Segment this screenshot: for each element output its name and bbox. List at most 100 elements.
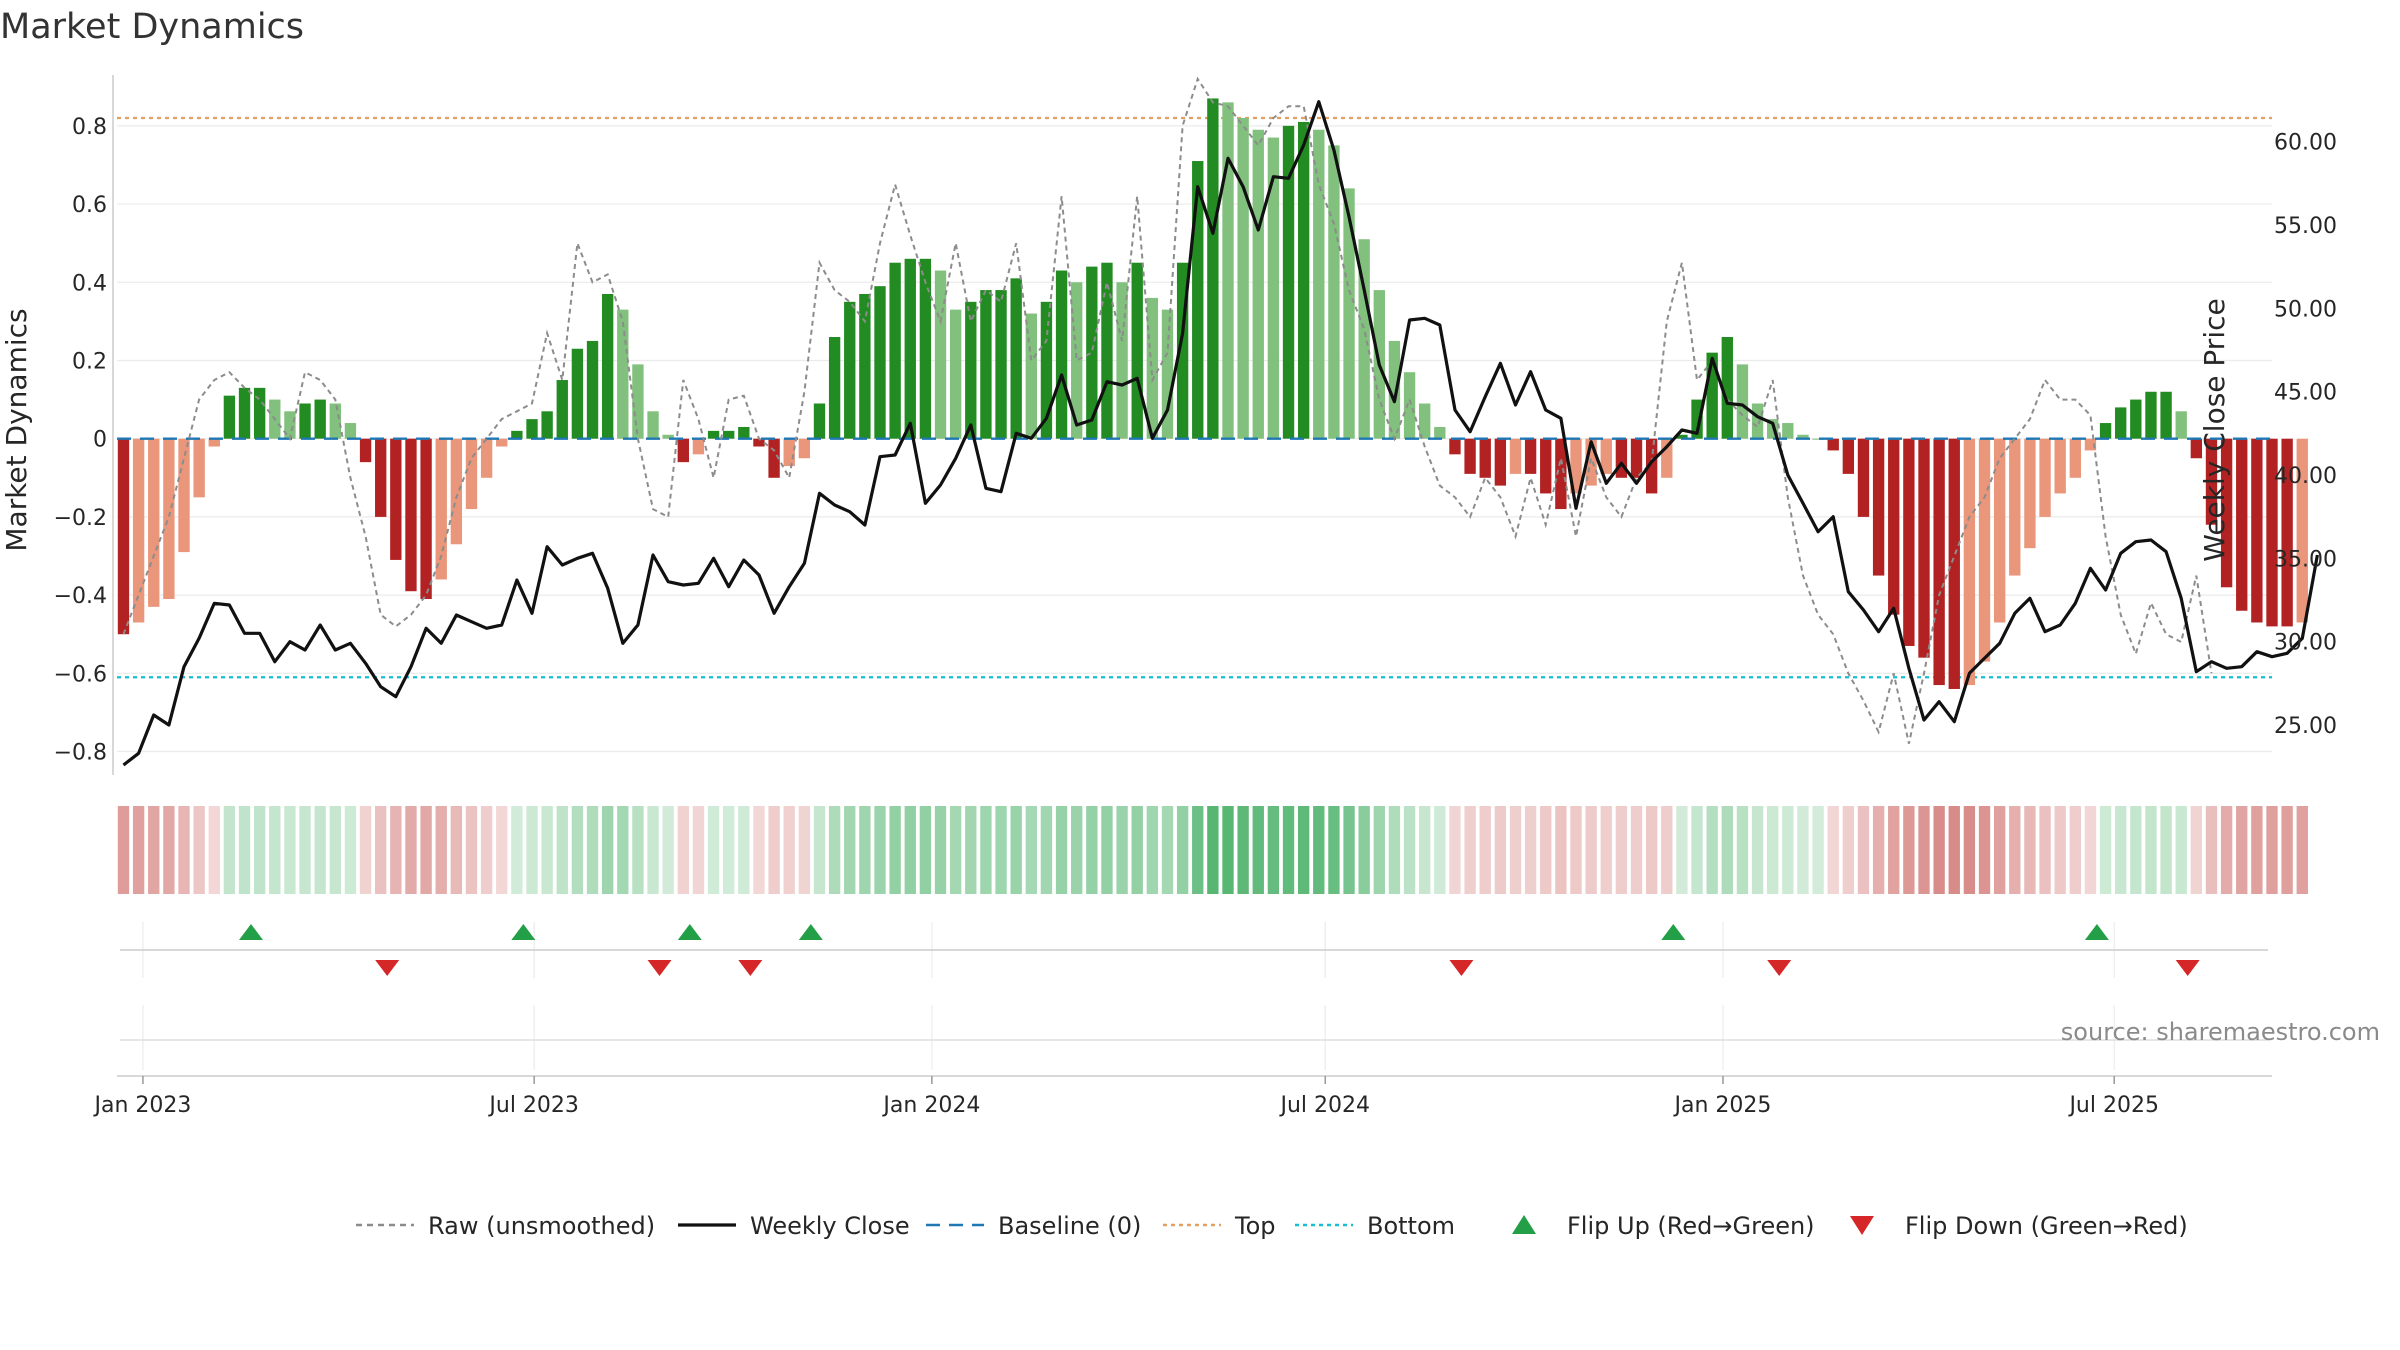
heat-cell [1131, 806, 1143, 894]
dynamics-bar [1918, 438, 1930, 658]
dynamics-bar [314, 399, 326, 439]
dynamics-bar [2115, 407, 2127, 439]
heat-cell [813, 806, 826, 894]
heat-cell [344, 806, 357, 894]
heat-cell [677, 806, 689, 894]
flip-down-marker [375, 960, 400, 976]
weekly-close-line [122, 100, 2319, 767]
dynamics-bar [390, 438, 402, 560]
right-axis: 60.00 55.00 50.00 45.00 40.00 35.00 30.00 25.00 [2274, 131, 2337, 739]
heat-cell [1267, 806, 1280, 894]
heat-cell [1963, 806, 1976, 894]
heat-cell [1767, 806, 1779, 894]
heat-cell [223, 806, 236, 894]
legend-item: Flip Down (Green→Red) [1850, 1212, 2188, 1240]
x-tick-label: Jan 2024 [881, 1093, 980, 1118]
dynamics-bar [768, 438, 780, 478]
flip-down-marker [1767, 960, 1792, 976]
heat-cell [405, 806, 417, 894]
dynamics-bar [2099, 423, 2112, 439]
heat-cell [496, 806, 508, 894]
main-panel: 0.8 0.6 0.4 0.2 0 −0.2 −0.4 −0.6 −0.8 60.00 55.00… [54, 75, 2337, 775]
y-tick-label-right: 55.00 [2274, 214, 2337, 239]
heat-cell [1403, 806, 1416, 894]
dynamics-bar [435, 438, 447, 580]
dynamics-bar [284, 411, 296, 439]
heat-cell [1782, 806, 1794, 894]
dynamics-bar [1449, 438, 1461, 455]
dynamics-bar [2220, 438, 2233, 588]
heat-cell [1661, 806, 1673, 894]
dynamics-bar [662, 434, 674, 439]
heat-cell [859, 806, 871, 894]
heat-cell [1630, 806, 1643, 894]
heat-cell [1872, 806, 1885, 894]
dynamics-bar [2266, 438, 2278, 627]
heat-cell [2009, 806, 2021, 894]
dynamics-bar [405, 438, 417, 592]
heat-cell [2296, 806, 2308, 894]
heat-cell [1509, 806, 1522, 894]
y-tick-label-right: 45.00 [2274, 381, 2337, 406]
dynamics-bar [1827, 438, 1839, 451]
dynamics-bar [2024, 438, 2036, 549]
heat-cell [844, 806, 856, 894]
dynamics-bar [556, 380, 568, 439]
dynamics-bar [1691, 399, 1703, 439]
dynamics-bar [223, 395, 236, 439]
heat-cell [2175, 806, 2187, 894]
heat-cell [707, 806, 720, 894]
dynamics-bar [1524, 438, 1537, 474]
dynamics-bar [1857, 438, 1870, 517]
flip-down-marker [2175, 960, 2200, 976]
heat-cell [1146, 806, 1159, 894]
heat-cell [1615, 806, 1628, 894]
heat-cell [1585, 806, 1597, 894]
dynamics-bar [1192, 161, 1204, 439]
dynamics-bar [2175, 411, 2187, 439]
heat-cell [2160, 806, 2172, 894]
dynamics-bar [2160, 391, 2172, 439]
dynamics-bar [2281, 438, 2293, 627]
dynamics-bar [1888, 438, 1900, 615]
dynamics-bar [1040, 301, 1053, 439]
heat-strip [117, 806, 2308, 894]
heat-cell [1025, 806, 1037, 894]
dynamics-bar [1025, 313, 1037, 439]
heat-cell [1494, 806, 1507, 894]
heat-cell [465, 806, 478, 894]
heat-cell [1524, 806, 1537, 894]
dynamics-bar [344, 423, 357, 439]
dynamics-bar [299, 403, 311, 439]
legend-label: Raw (unsmoothed) [428, 1212, 655, 1240]
dynamics-bar [329, 403, 341, 439]
heat-cell [238, 806, 251, 894]
dynamics-bar [238, 387, 251, 439]
dynamics-bar [783, 438, 795, 467]
y-tick-label-left: −0.4 [54, 584, 107, 609]
heat-cell [1419, 806, 1431, 894]
dynamics-bar [1645, 438, 1658, 494]
dynamics-bar [1555, 438, 1567, 510]
dynamics-bars [117, 98, 2308, 689]
dynamics-bar [1872, 438, 1885, 576]
heat-cell [556, 806, 568, 894]
heat-cell [284, 806, 296, 894]
dynamics-bar [1948, 438, 1960, 689]
flip-up-marker [798, 924, 823, 940]
heat-cell [1434, 806, 1446, 894]
dynamics-bar [1343, 188, 1355, 439]
heat-cell [1222, 806, 1234, 894]
dynamics-bar [949, 309, 962, 439]
heat-cell [828, 806, 841, 894]
y-tick-label-left: 0.2 [72, 349, 107, 374]
flip-up-marker [2084, 924, 2109, 940]
dynamics-bar [1797, 434, 1809, 439]
dynamics-bar [526, 419, 538, 439]
dynamics-bar [1116, 282, 1128, 439]
heat-cell [375, 806, 387, 894]
heat-cell [1207, 806, 1219, 894]
dynamics-bar [1782, 423, 1794, 439]
y-tick-label-right: 60.00 [2274, 131, 2337, 156]
x-tick-label: Jul 2024 [1279, 1093, 1371, 1118]
